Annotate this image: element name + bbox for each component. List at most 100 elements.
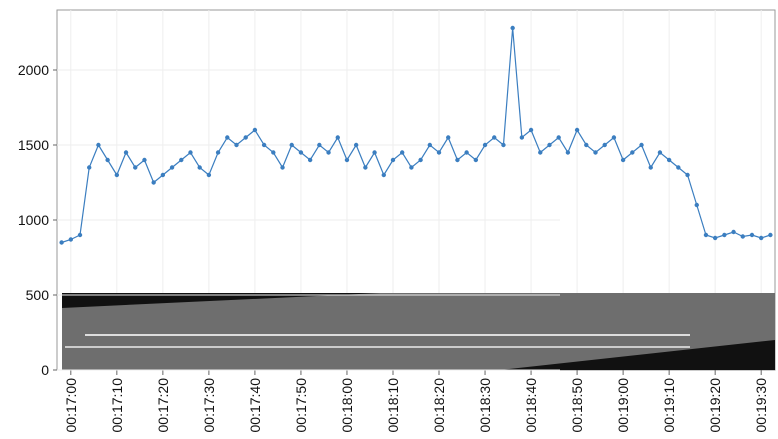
data-point [538,150,543,155]
data-point [160,172,166,178]
data-point [123,150,129,155]
data-point [215,150,221,155]
data-point [510,25,515,31]
data-point [96,142,101,148]
data-point [271,150,276,155]
data-point [298,150,304,155]
data-point [712,235,718,241]
data-point [280,165,285,170]
data-point [519,135,525,140]
data-point [685,172,690,178]
y-tick-label: 1500 [18,137,49,153]
data-point [77,232,83,238]
data-point [317,142,322,148]
data-point [142,157,147,163]
data-point [307,157,313,163]
data-point [87,165,92,170]
data-point [501,142,506,148]
data-point [758,235,764,241]
x-tick-label: 00:17:10 [109,378,125,433]
x-tick-label: 00:19:20 [707,378,723,433]
data-point [409,165,414,170]
data-point [151,180,156,185]
data-point [326,150,331,155]
x-tick-label: 00:19:10 [661,378,677,433]
data-point [620,157,626,163]
x-tick-label: 00:19:30 [753,378,769,433]
data-point [68,237,74,242]
data-point [556,135,561,140]
x-tick-label: 00:17:00 [63,378,79,433]
data-point [492,135,497,140]
data-point [648,165,653,170]
data-point [574,127,580,133]
data-point [455,157,460,163]
data-point [197,165,202,170]
data-point [427,142,433,148]
x-tick-label: 00:17:40 [247,378,263,433]
data-point [179,157,184,163]
data-point [657,150,663,155]
sonogram-image [62,293,775,370]
data-point [436,150,442,155]
image-shadow [62,293,380,308]
data-point [372,150,377,155]
data-point [528,127,534,133]
data-point [169,165,175,170]
data-point [353,142,359,148]
data-point [335,135,340,140]
x-tick-label: 00:18:20 [431,378,447,433]
data-point [399,150,405,155]
data-point [289,142,294,148]
image-shadow [500,340,775,370]
data-point [473,157,479,163]
data-point [188,150,193,155]
data-point [731,229,736,235]
x-tick-label: 00:17:20 [155,378,171,433]
data-point [676,165,681,170]
x-tick-label: 00:17:30 [201,378,217,433]
data-point [59,240,64,245]
data-point [768,232,773,238]
data-point [639,142,644,148]
data-point [390,157,396,163]
data-point [602,142,607,148]
data-point [703,232,709,238]
data-point [252,127,258,133]
data-point [630,150,635,155]
x-tick-label: 00:18:00 [339,378,355,433]
data-point [363,165,368,170]
data-point [261,142,267,148]
data-point [133,165,138,170]
data-point [722,232,727,238]
data-point [749,232,755,238]
data-point [694,202,699,208]
y-tick-label: 1000 [18,212,49,228]
data-point [114,172,120,178]
data-point [547,142,552,148]
x-tick-label: 00:19:00 [615,378,631,433]
data-point [225,135,230,140]
data-point [740,234,745,239]
data-point [446,135,451,140]
data-point [243,135,248,140]
data-point [234,142,239,148]
x-tick-label: 00:18:40 [523,378,539,433]
data-point [666,157,672,163]
x-tick-label: 00:18:50 [569,378,585,433]
data-point [593,150,598,155]
data-point [206,172,212,178]
y-tick-label: 500 [26,287,50,303]
y-tick-label: 0 [41,362,49,378]
data-point [418,157,423,163]
data-point [584,142,589,148]
data-point [611,135,617,140]
data-point [344,157,350,163]
data-point [105,157,110,163]
x-tick-label: 00:18:30 [477,378,493,433]
x-tick-label: 00:18:10 [385,378,401,433]
data-point [381,172,386,178]
y-tick-label: 2000 [18,62,49,78]
data-point [565,150,571,155]
